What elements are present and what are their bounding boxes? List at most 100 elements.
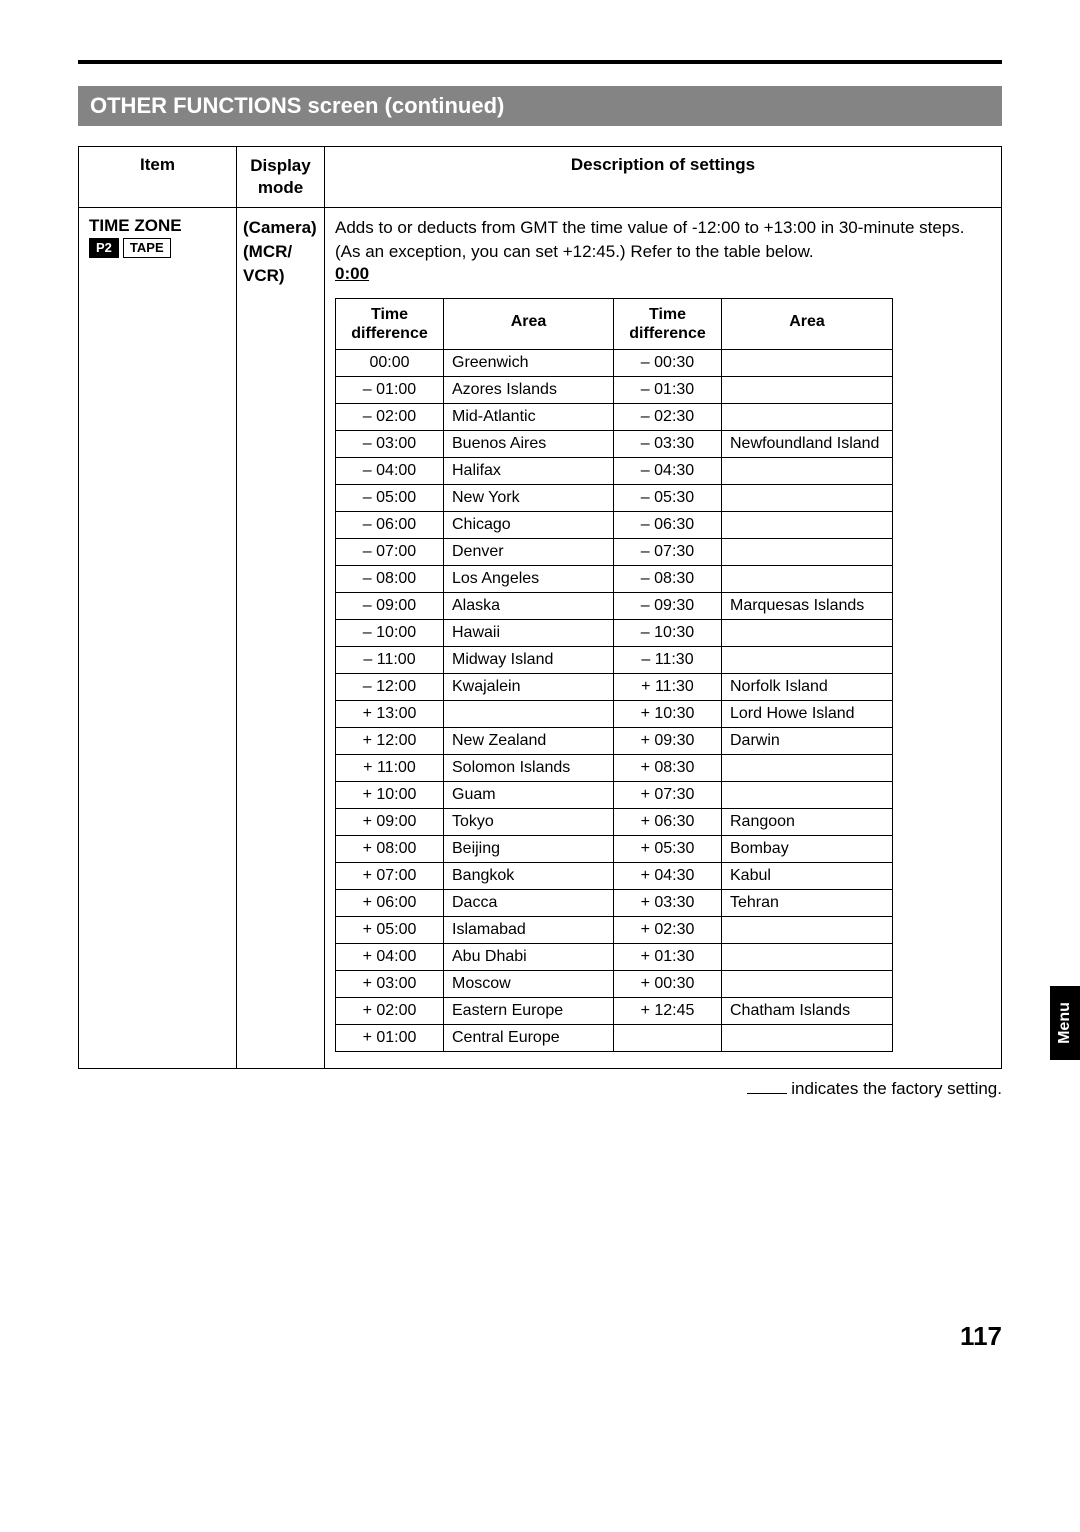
mode-line2: (MCR/: [243, 240, 318, 264]
tz-cell: [444, 701, 614, 727]
tz-cell: – 01:30: [614, 377, 722, 403]
tz-cell: [722, 647, 892, 673]
tz-cell: [722, 539, 892, 565]
tz-cell: – 03:30: [614, 431, 722, 457]
tz-cell: – 10:30: [614, 620, 722, 646]
tz-row: + 03:00Moscow+ 00:30: [336, 971, 892, 998]
tz-cell: – 12:00: [336, 674, 444, 700]
tz-header-row: Time difference Area Time difference Are…: [336, 299, 892, 350]
tz-cell: Newfoundland Island: [722, 431, 892, 457]
item-title: TIME ZONE: [89, 216, 226, 236]
mode-line1: (Camera): [243, 216, 318, 240]
mode-line3: VCR): [243, 264, 318, 288]
tz-cell: Marquesas Islands: [722, 593, 892, 619]
tz-row: + 12:00New Zealand+ 09:30Darwin: [336, 728, 892, 755]
tz-cell: + 08:00: [336, 836, 444, 862]
tz-row: – 02:00Mid-Atlantic– 02:30: [336, 404, 892, 431]
tz-cell: – 11:00: [336, 647, 444, 673]
tz-cell: [722, 782, 892, 808]
tz-row: – 09:00Alaska– 09:30Marquesas Islands: [336, 593, 892, 620]
tz-cell: + 05:00: [336, 917, 444, 943]
tz-row: – 06:00Chicago– 06:30: [336, 512, 892, 539]
tz-cell: – 06:00: [336, 512, 444, 538]
timezone-table: Time difference Area Time difference Are…: [335, 298, 893, 1052]
tz-cell: Norfolk Island: [722, 674, 892, 700]
tz-cell: – 08:30: [614, 566, 722, 592]
tz-cell: + 07:00: [336, 863, 444, 889]
tz-row: + 09:00Tokyo+ 06:30Rangoon: [336, 809, 892, 836]
tz-cell: + 10:30: [614, 701, 722, 727]
tz-cell: – 03:00: [336, 431, 444, 457]
tz-cell: [722, 944, 892, 970]
tz-cell: Greenwich: [444, 350, 614, 376]
tz-cell: [722, 971, 892, 997]
tz-cell: + 11:30: [614, 674, 722, 700]
page-number: 117: [960, 1321, 1002, 1352]
tz-cell: Buenos Aires: [444, 431, 614, 457]
tz-cell: + 04:30: [614, 863, 722, 889]
tz-cell: + 00:30: [614, 971, 722, 997]
tz-cell: + 10:00: [336, 782, 444, 808]
tz-cell: + 07:30: [614, 782, 722, 808]
tz-cell: – 05:30: [614, 485, 722, 511]
table-header-row: Item Display mode Description of setting…: [79, 147, 1001, 208]
tz-row: 00:00Greenwich– 00:30: [336, 350, 892, 377]
tz-cell: [614, 1025, 722, 1051]
tz-row: – 10:00Hawaii– 10:30: [336, 620, 892, 647]
tz-cell: – 02:00: [336, 404, 444, 430]
tz-cell: Guam: [444, 782, 614, 808]
tz-cell: – 09:30: [614, 593, 722, 619]
tz-cell: – 00:30: [614, 350, 722, 376]
tz-cell: Kabul: [722, 863, 892, 889]
tz-cell: New Zealand: [444, 728, 614, 754]
tz-cell: + 01:00: [336, 1025, 444, 1051]
tz-cell: [722, 620, 892, 646]
tz-cell: + 12:45: [614, 998, 722, 1024]
tz-row: – 04:00Halifax– 04:30: [336, 458, 892, 485]
tz-cell: – 05:00: [336, 485, 444, 511]
tz-cell: Bangkok: [444, 863, 614, 889]
tz-row: + 01:00Central Europe: [336, 1025, 892, 1051]
tz-cell: Solomon Islands: [444, 755, 614, 781]
tz-row: – 08:00Los Angeles– 08:30: [336, 566, 892, 593]
tz-cell: Tehran: [722, 890, 892, 916]
tz-cell: Dacca: [444, 890, 614, 916]
tz-row: + 07:00Bangkok+ 04:30Kabul: [336, 863, 892, 890]
tz-cell: – 07:30: [614, 539, 722, 565]
tz-cell: Halifax: [444, 458, 614, 484]
side-tab-menu: Menu: [1050, 986, 1080, 1060]
table-body-row: TIME ZONE P2 TAPE (Camera) (MCR/ VCR) Ad…: [79, 208, 1001, 1068]
tz-row: + 10:00Guam+ 07:30: [336, 782, 892, 809]
tz-row: – 07:00Denver– 07:30: [336, 539, 892, 566]
tz-cell: Abu Dhabi: [444, 944, 614, 970]
tz-cell: Darwin: [722, 728, 892, 754]
desc-cell: Adds to or deducts from GMT the time val…: [325, 208, 1001, 1068]
tz-cell: [722, 1025, 892, 1051]
factory-note-text: indicates the factory setting.: [791, 1079, 1002, 1098]
tz-cell: Denver: [444, 539, 614, 565]
tz-cell: Chatham Islands: [722, 998, 892, 1024]
tz-cell: + 12:00: [336, 728, 444, 754]
side-tab-label: Menu: [1056, 1002, 1074, 1044]
tz-cell: Alaska: [444, 593, 614, 619]
tz-cell: – 02:30: [614, 404, 722, 430]
tz-cell: + 08:30: [614, 755, 722, 781]
tz-cell: + 01:30: [614, 944, 722, 970]
tz-cell: Mid-Atlantic: [444, 404, 614, 430]
desc-text: Adds to or deducts from GMT the time val…: [335, 216, 991, 264]
tz-cell: – 07:00: [336, 539, 444, 565]
tz-cell: Los Angeles: [444, 566, 614, 592]
tz-cell: – 11:30: [614, 647, 722, 673]
tz-row: + 13:00+ 10:30Lord Howe Island: [336, 701, 892, 728]
tz-cell: [722, 377, 892, 403]
tz-cell: [722, 755, 892, 781]
tz-cell: Hawaii: [444, 620, 614, 646]
badge-p2: P2: [89, 238, 119, 258]
tz-cell: Chicago: [444, 512, 614, 538]
header-mode: Display mode: [237, 147, 325, 207]
tz-cell: Kwajalein: [444, 674, 614, 700]
tz-cell: Beijing: [444, 836, 614, 862]
tz-cell: Moscow: [444, 971, 614, 997]
tz-cell: 00:00: [336, 350, 444, 376]
mode-cell: (Camera) (MCR/ VCR): [237, 208, 325, 1068]
